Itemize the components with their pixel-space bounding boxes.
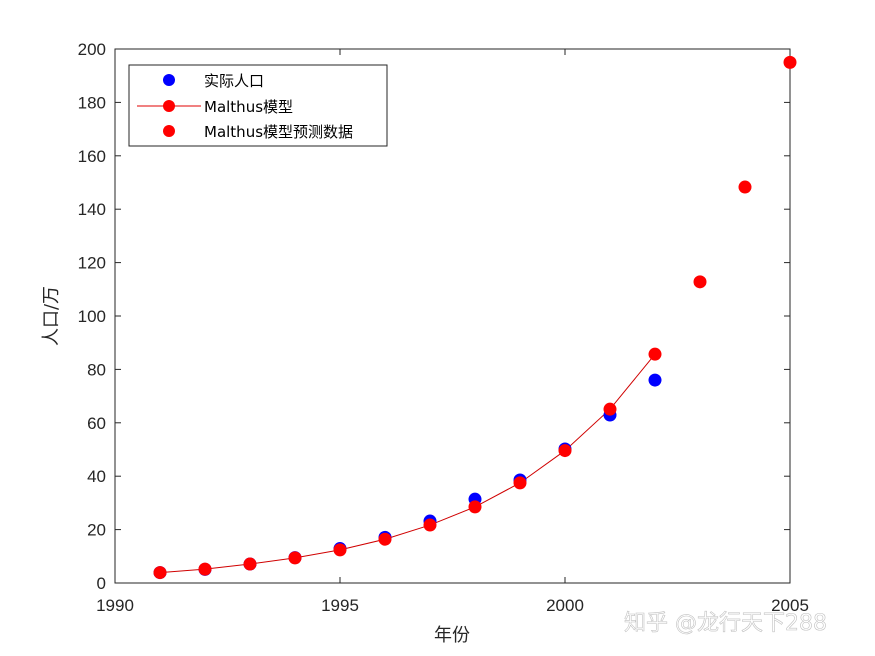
- data-point-series-1: [468, 500, 482, 514]
- data-point-series-1: [603, 402, 617, 416]
- data-point-series-1: [648, 347, 662, 361]
- data-point-series-2: [693, 275, 707, 289]
- data-point-series-1: [558, 444, 572, 458]
- legend-marker-prediction: [163, 125, 175, 137]
- legend-label-actual: 实际人口: [204, 72, 264, 90]
- data-point-series-1: [153, 566, 167, 580]
- x-tick-label: 1995: [321, 596, 359, 615]
- data-point-series-1: [378, 532, 392, 546]
- x-tick-label: 2000: [546, 596, 584, 615]
- data-point-series-0: [648, 373, 662, 387]
- y-tick-label: 140: [78, 200, 106, 219]
- series-line-1: [159, 353, 656, 574]
- y-tick-label: 120: [78, 254, 106, 273]
- data-point-series-2: [783, 55, 797, 69]
- y-tick-label: 0: [97, 574, 106, 593]
- y-tick-label: 100: [78, 307, 106, 326]
- data-point-series-1: [243, 557, 257, 571]
- watermark: 知乎 @龙行天下288: [624, 611, 827, 636]
- y-tick-label: 200: [78, 40, 106, 59]
- legend: 实际人口 Malthus模型 Malthus模型预测数据: [128, 64, 388, 147]
- y-tick-label: 180: [78, 93, 106, 112]
- y-tick-label: 80: [87, 360, 106, 379]
- x-tick-label: 1990: [96, 596, 134, 615]
- data-point-series-1: [198, 562, 212, 576]
- y-axis-label: 人口/万: [41, 286, 62, 346]
- y-tick-label: 60: [87, 414, 106, 433]
- x-axis-label: 年份: [434, 625, 470, 646]
- data-point-series-2: [738, 180, 752, 194]
- legend-label-prediction: Malthus模型预测数据: [204, 123, 353, 141]
- y-tick-label: 20: [87, 521, 106, 540]
- data-point-series-1: [288, 551, 302, 565]
- y-tick-label: 40: [87, 467, 106, 486]
- data-point-series-1: [333, 543, 347, 557]
- y-tick-label: 160: [78, 147, 106, 166]
- legend-marker-actual: [163, 74, 175, 86]
- legend-label-model: Malthus模型: [204, 98, 293, 116]
- legend-marker-model: [163, 100, 175, 112]
- data-point-series-1: [513, 476, 527, 490]
- x-tick-label: 2005: [771, 596, 809, 615]
- data-point-series-1: [423, 518, 437, 532]
